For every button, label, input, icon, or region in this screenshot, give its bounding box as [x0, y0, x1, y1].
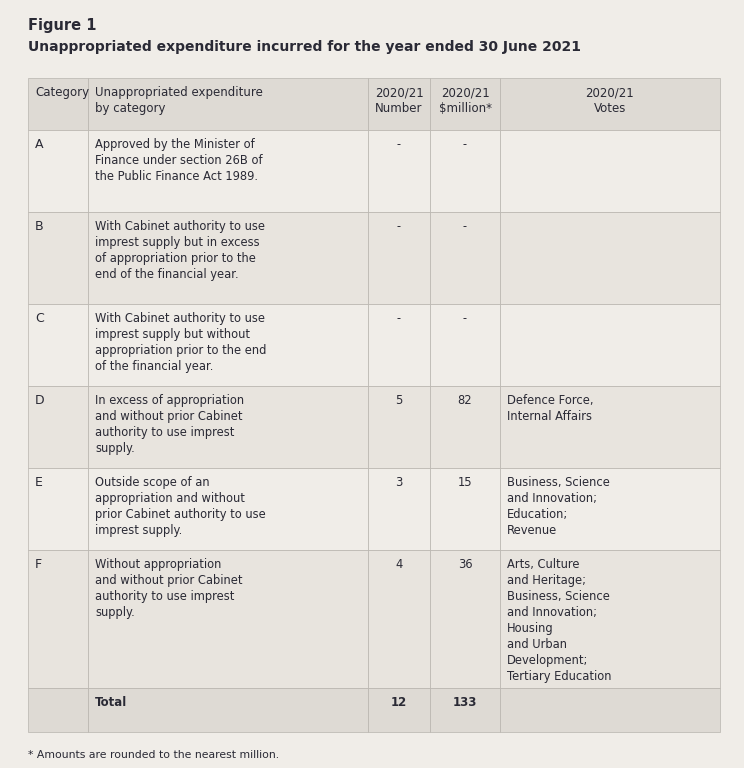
Text: Approved by the Minister of
Finance under section 26B of
the Public Finance Act : Approved by the Minister of Finance unde… [95, 138, 263, 183]
Bar [28, 130, 88, 212]
Text: Category: Category [35, 86, 89, 99]
Text: Arts, Culture
and Heritage;
Business, Science
and Innovation;
Housing
and Urban
: Arts, Culture and Heritage; Business, Sc… [507, 558, 612, 683]
Text: A: A [35, 138, 43, 151]
Text: -: - [463, 312, 467, 325]
Bar [430, 550, 500, 688]
Text: C: C [35, 312, 44, 325]
Bar [28, 386, 88, 468]
Bar [88, 304, 368, 386]
Text: -: - [397, 138, 401, 151]
Text: 15: 15 [458, 476, 472, 489]
Text: F: F [35, 558, 42, 571]
Text: D: D [35, 394, 45, 407]
Bar [28, 688, 88, 732]
Text: Unappropriated expenditure incurred for the year ended 30 June 2021: Unappropriated expenditure incurred for … [28, 40, 581, 54]
Text: 4: 4 [395, 558, 403, 571]
Text: 36: 36 [458, 558, 472, 571]
Bar [88, 468, 368, 550]
Bar [500, 78, 720, 130]
Bar [500, 304, 720, 386]
Bar [500, 468, 720, 550]
Text: -: - [397, 312, 401, 325]
Bar [368, 386, 430, 468]
Text: 3: 3 [395, 476, 403, 489]
Bar [88, 386, 368, 468]
Text: 133: 133 [453, 696, 477, 709]
Bar [88, 688, 368, 732]
Text: Business, Science
and Innovation;
Education;
Revenue: Business, Science and Innovation; Educat… [507, 476, 610, 537]
Bar [500, 212, 720, 304]
Text: -: - [463, 220, 467, 233]
Bar [500, 130, 720, 212]
Bar [28, 304, 88, 386]
Bar [88, 130, 368, 212]
Bar [88, 550, 368, 688]
Bar [368, 212, 430, 304]
Text: In excess of appropriation
and without prior Cabinet
authority to use imprest
su: In excess of appropriation and without p… [95, 394, 244, 455]
Text: Unappropriated expenditure
by category: Unappropriated expenditure by category [95, 86, 263, 115]
Bar [28, 550, 88, 688]
Text: -: - [397, 220, 401, 233]
Bar [500, 386, 720, 468]
Text: 12: 12 [391, 696, 407, 709]
Bar [88, 78, 368, 130]
Bar [368, 78, 430, 130]
Bar [430, 688, 500, 732]
Text: * Amounts are rounded to the nearest million.: * Amounts are rounded to the nearest mil… [28, 750, 279, 760]
Text: 2020/21
Votes: 2020/21 Votes [586, 86, 635, 115]
Text: 2020/21
$million*: 2020/21 $million* [438, 86, 492, 115]
Bar [430, 212, 500, 304]
Text: Figure 1: Figure 1 [28, 18, 97, 33]
Text: Defence Force,
Internal Affairs: Defence Force, Internal Affairs [507, 394, 594, 423]
Bar [368, 550, 430, 688]
Text: E: E [35, 476, 43, 489]
Bar [500, 550, 720, 688]
Bar [28, 78, 88, 130]
Bar [368, 304, 430, 386]
Bar [430, 78, 500, 130]
Text: 82: 82 [458, 394, 472, 407]
Text: 2020/21
Number: 2020/21 Number [375, 86, 423, 115]
Text: With Cabinet authority to use
imprest supply but in excess
of appropriation prio: With Cabinet authority to use imprest su… [95, 220, 265, 281]
Bar [368, 130, 430, 212]
Text: -: - [463, 138, 467, 151]
Bar [368, 468, 430, 550]
Bar [500, 688, 720, 732]
Bar [430, 304, 500, 386]
Bar [28, 212, 88, 304]
Text: Total: Total [95, 696, 127, 709]
Text: 5: 5 [395, 394, 403, 407]
Text: B: B [35, 220, 44, 233]
Text: Without appropriation
and without prior Cabinet
authority to use imprest
supply.: Without appropriation and without prior … [95, 558, 243, 619]
Text: Outside scope of an
appropriation and without
prior Cabinet authority to use
imp: Outside scope of an appropriation and wi… [95, 476, 266, 537]
Bar [88, 212, 368, 304]
Bar [430, 130, 500, 212]
Text: With Cabinet authority to use
imprest supply but without
appropriation prior to : With Cabinet authority to use imprest su… [95, 312, 266, 373]
Bar [430, 468, 500, 550]
Bar [430, 386, 500, 468]
Bar [28, 468, 88, 550]
Bar [368, 688, 430, 732]
